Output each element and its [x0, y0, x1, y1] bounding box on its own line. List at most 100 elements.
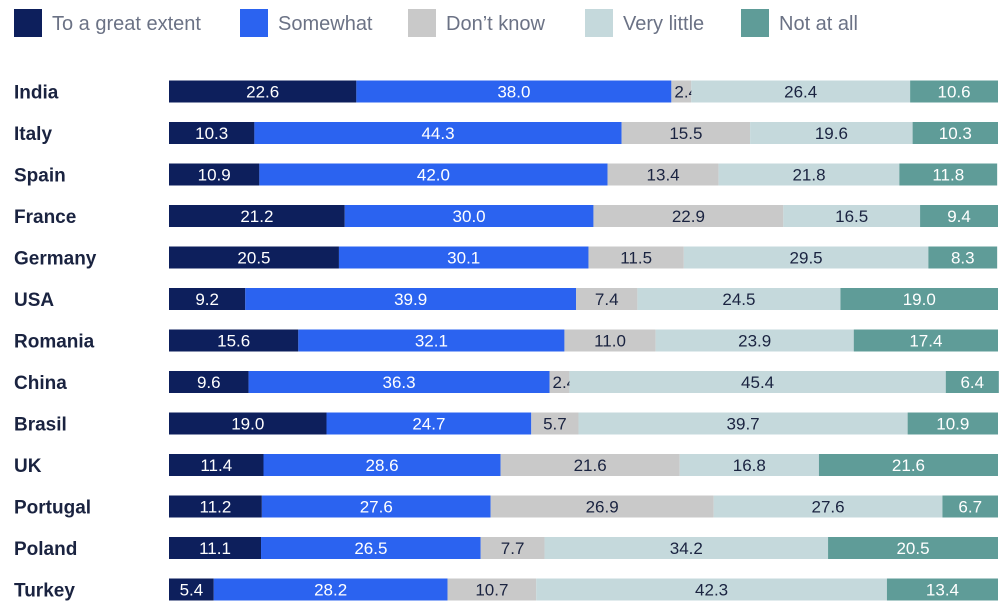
bar-poland-to-a-great-extent: [169, 537, 262, 559]
data-label-romania-very-little: 23.9: [738, 332, 771, 351]
bar-portugal-to-a-great-extent: [169, 495, 262, 518]
data-label-turkey-very-little: 42.3: [695, 581, 728, 600]
data-label-portugal-to-a-great-extent: 11.2: [200, 498, 232, 517]
category-label-usa: USA: [14, 290, 54, 311]
bar-portugal-not-at-all: [942, 495, 998, 518]
data-label-china-somewhat: 36.3: [383, 373, 416, 392]
bar-germany-not-at-all: [928, 246, 998, 269]
data-label-brasil-dont-know: 5.7: [543, 415, 567, 434]
legend-swatch-very-little: [585, 9, 613, 37]
bar-spain-not-at-all: [899, 163, 998, 186]
data-label-poland-dont-know: 7.7: [501, 539, 525, 558]
bar-poland-very-little: [544, 537, 829, 559]
legend: To a great extent Somewhat Don’t know Very …: [14, 9, 858, 37]
bar-china-very-little: [569, 371, 946, 393]
bar-turkey-somewhat: [213, 578, 448, 601]
bar-usa-to-a-great-extent: [169, 288, 246, 310]
data-label-usa-to-a-great-extent: 9.2: [195, 290, 219, 309]
data-label-poland-not-at-all: 20.5: [896, 539, 929, 558]
bar-spain-dont-know: [607, 163, 719, 186]
bar-romania-somewhat: [298, 329, 565, 352]
data-label-spain-very-little: 21.8: [792, 166, 825, 185]
legend-label-not-at-all: Not at all: [779, 13, 858, 35]
bar-romania-to-a-great-extent: [169, 329, 299, 352]
bar-romania-not-at-all: [853, 329, 998, 352]
data-label-india-very-little: 26.4: [784, 83, 817, 102]
data-label-uk-very-little: 16.8: [733, 456, 766, 475]
data-label-germany-very-little: 29.5: [790, 249, 823, 268]
data-label-france-very-little: 16.5: [835, 207, 868, 226]
data-label-turkey-to-a-great-extent: 5.4: [180, 581, 204, 600]
bar-france-very-little: [783, 205, 921, 227]
data-label-romania-dont-know: 11.0: [594, 332, 626, 351]
category-label-brasil: Brasil: [14, 415, 67, 436]
bar-italy-very-little: [750, 122, 913, 144]
bar-china-somewhat: [248, 371, 550, 393]
data-label-portugal-not-at-all: 6.7: [958, 498, 982, 517]
data-label-portugal-somewhat: 27.6: [360, 498, 393, 517]
bar-india-to-a-great-extent: [169, 80, 357, 103]
data-label-spain-to-a-great-extent: 10.9: [198, 166, 231, 185]
bar-germany-very-little: [683, 246, 929, 269]
legend-label-to-a-great-extent: To a great extent: [52, 13, 201, 35]
data-label-usa-somewhat: 39.9: [394, 290, 427, 309]
data-label-germany-dont-know: 11.5: [620, 249, 652, 268]
data-label-usa-very-little: 24.5: [722, 290, 755, 309]
category-labels: India Italy Spain France Germany USA Romania Ch…: [14, 83, 97, 602]
category-label-poland: Poland: [14, 539, 77, 560]
category-label-india: India: [14, 83, 59, 104]
bars: 22.6 38.0 2.4 26.4 10.610.3 44.3 15.5 19.6 10.31…: [169, 80, 999, 601]
data-label-germany-to-a-great-extent: 20.5: [237, 249, 270, 268]
data-label-romania-somewhat: 32.1: [415, 332, 448, 351]
bar-italy-to-a-great-extent: [169, 122, 255, 144]
data-label-india-to-a-great-extent: 22.6: [246, 83, 279, 102]
data-label-poland-very-little: 34.2: [670, 539, 703, 558]
bar-brasil-dont-know: [531, 412, 579, 435]
bar-france-somewhat: [344, 205, 594, 227]
bar-poland-dont-know: [480, 537, 545, 559]
bar-brasil-very-little: [578, 412, 908, 435]
bar-uk-to-a-great-extent: [169, 454, 264, 476]
bar-spain-to-a-great-extent: [169, 163, 260, 186]
legend-label-dont-know: Don’t know: [446, 13, 545, 35]
bar-uk-dont-know: [500, 454, 680, 476]
data-label-uk-somewhat: 28.6: [366, 456, 399, 475]
bar-brasil-not-at-all: [907, 412, 998, 435]
bar-china-to-a-great-extent: [169, 371, 249, 393]
bar-usa-not-at-all: [840, 288, 998, 310]
data-label-spain-not-at-all: 11.8: [932, 166, 964, 185]
legend-swatch-to-a-great-extent: [14, 9, 42, 37]
data-label-germany-not-at-all: 8.3: [951, 249, 975, 268]
data-label-spain-somewhat: 42.0: [417, 166, 450, 185]
bar-turkey-not-at-all: [886, 578, 998, 601]
data-label-italy-somewhat: 44.3: [421, 124, 454, 143]
data-label-italy-to-a-great-extent: 10.3: [195, 124, 228, 143]
category-label-italy: Italy: [14, 124, 52, 145]
bar-turkey-dont-know: [447, 578, 537, 601]
data-label-italy-very-little: 19.6: [815, 124, 848, 143]
data-label-france-dont-know: 22.9: [672, 207, 705, 226]
data-label-poland-to-a-great-extent: 11.1: [199, 539, 231, 558]
data-label-brasil-not-at-all: 10.9: [936, 415, 969, 434]
data-label-usa-not-at-all: 19.0: [903, 290, 936, 309]
category-label-france: France: [14, 207, 76, 228]
bar-china-dont-know: [549, 371, 570, 393]
bar-portugal-somewhat: [261, 495, 491, 518]
data-label-italy-dont-know: 15.5: [669, 124, 702, 143]
bar-turkey-very-little: [536, 578, 887, 601]
bar-brasil-to-a-great-extent: [169, 412, 327, 435]
data-label-china-not-at-all: 6.4: [960, 373, 984, 392]
bar-spain-very-little: [718, 163, 900, 186]
data-label-spain-dont-know: 13.4: [647, 166, 680, 185]
bar-poland-not-at-all: [828, 537, 998, 559]
category-label-china: China: [14, 373, 67, 394]
bar-india-dont-know: [671, 80, 692, 103]
bar-poland-somewhat: [261, 537, 481, 559]
data-label-usa-dont-know: 7.4: [595, 290, 619, 309]
category-label-turkey: Turkey: [14, 581, 75, 602]
data-label-uk-dont-know: 21.6: [574, 456, 607, 475]
data-label-portugal-dont-know: 26.9: [586, 498, 619, 517]
bar-uk-somewhat: [263, 454, 501, 476]
data-label-france-to-a-great-extent: 21.2: [240, 207, 273, 226]
